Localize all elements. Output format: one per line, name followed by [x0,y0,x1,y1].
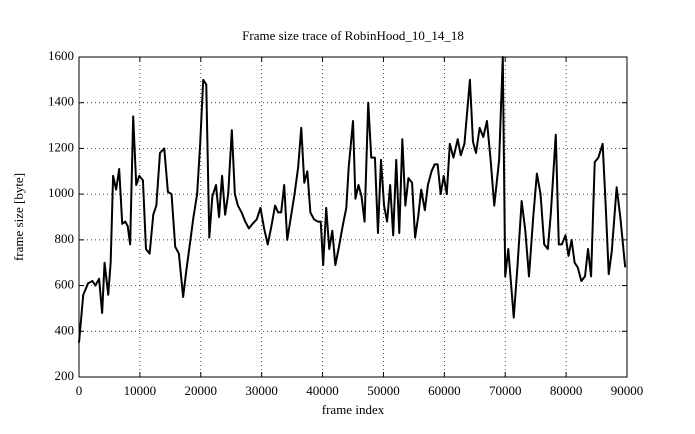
y-axis-label: frame size [byte] [11,173,26,261]
x-tick-label: 50000 [367,383,400,398]
y-tick-label: 800 [55,231,75,246]
x-tick-label: 80000 [550,383,583,398]
x-tick-label: 30000 [245,383,278,398]
y-tick-label: 1400 [48,94,74,109]
y-tick-label: 1200 [48,139,74,154]
chart-title: Frame size trace of RobinHood_10_14_18 [242,28,464,43]
y-tick-label: 400 [55,322,75,337]
y-tick-label: 200 [55,368,75,383]
x-tick-label: 90000 [611,383,644,398]
x-tick-label: 20000 [185,383,218,398]
x-axis-label: frame index [322,402,385,417]
data-line [78,56,627,343]
y-tick-label: 1600 [48,48,74,63]
y-tick-label: 600 [55,277,75,292]
y-tick-label: 1000 [48,185,74,200]
x-tick-label: 10000 [124,383,157,398]
x-tick-label: 60000 [428,383,461,398]
x-tick-label: 70000 [489,383,522,398]
plot-frame [78,56,628,378]
x-tick-label: 40000 [306,383,339,398]
x-tick-label: 0 [76,383,83,398]
